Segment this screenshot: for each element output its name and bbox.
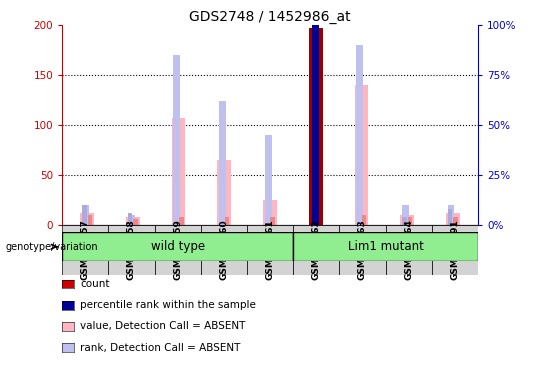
FancyBboxPatch shape [247, 225, 293, 275]
Bar [271, 217, 275, 225]
Bar [172, 118, 185, 225]
FancyBboxPatch shape [339, 225, 386, 275]
Bar [225, 217, 230, 225]
Text: GSM174761: GSM174761 [266, 219, 274, 280]
Text: GSM174758: GSM174758 [127, 219, 136, 280]
Text: rank, Detection Call = ABSENT: rank, Detection Call = ABSENT [80, 343, 240, 353]
Bar [128, 213, 132, 225]
Text: GSM174759: GSM174759 [173, 219, 182, 280]
Bar [80, 213, 94, 225]
Bar [87, 215, 92, 225]
Bar [309, 28, 322, 225]
FancyBboxPatch shape [201, 225, 247, 275]
Bar [362, 215, 367, 225]
Bar [265, 135, 272, 225]
Text: GSM174760: GSM174760 [219, 219, 228, 280]
FancyBboxPatch shape [293, 225, 339, 275]
FancyBboxPatch shape [62, 225, 109, 275]
Text: GSM174762: GSM174762 [312, 219, 321, 280]
Bar [179, 217, 184, 225]
Bar [312, 25, 319, 225]
Bar [82, 205, 89, 225]
Text: percentile rank within the sample: percentile rank within the sample [80, 300, 256, 310]
Text: genotype/variation: genotype/variation [5, 242, 98, 252]
Text: GSM174764: GSM174764 [404, 219, 413, 280]
FancyBboxPatch shape [386, 225, 431, 275]
Text: Lim1 mutant: Lim1 mutant [348, 240, 423, 253]
Text: GDS2748 / 1452986_at: GDS2748 / 1452986_at [189, 10, 351, 23]
Bar [127, 215, 134, 225]
Text: GSM174757: GSM174757 [80, 219, 90, 280]
Bar [448, 205, 454, 225]
Bar [446, 213, 460, 225]
Bar [402, 217, 407, 225]
Bar [448, 209, 453, 225]
Text: count: count [80, 279, 110, 289]
Bar [400, 215, 414, 225]
Bar [218, 160, 231, 225]
Bar [453, 217, 458, 225]
Bar [263, 200, 277, 225]
Text: GSM174763: GSM174763 [358, 219, 367, 280]
Bar [173, 55, 180, 225]
Bar [219, 101, 226, 225]
Bar [402, 205, 409, 225]
Bar [126, 217, 140, 225]
FancyBboxPatch shape [62, 232, 293, 261]
FancyBboxPatch shape [431, 225, 478, 275]
Bar [355, 85, 368, 225]
FancyBboxPatch shape [109, 225, 154, 275]
Text: GSM174891: GSM174891 [450, 219, 460, 280]
Bar [356, 45, 363, 225]
Bar [133, 218, 138, 225]
Text: value, Detection Call = ABSENT: value, Detection Call = ABSENT [80, 321, 245, 331]
FancyBboxPatch shape [154, 225, 201, 275]
Text: wild type: wild type [151, 240, 205, 253]
Bar [82, 205, 87, 225]
Bar [408, 217, 412, 225]
FancyBboxPatch shape [293, 232, 478, 261]
